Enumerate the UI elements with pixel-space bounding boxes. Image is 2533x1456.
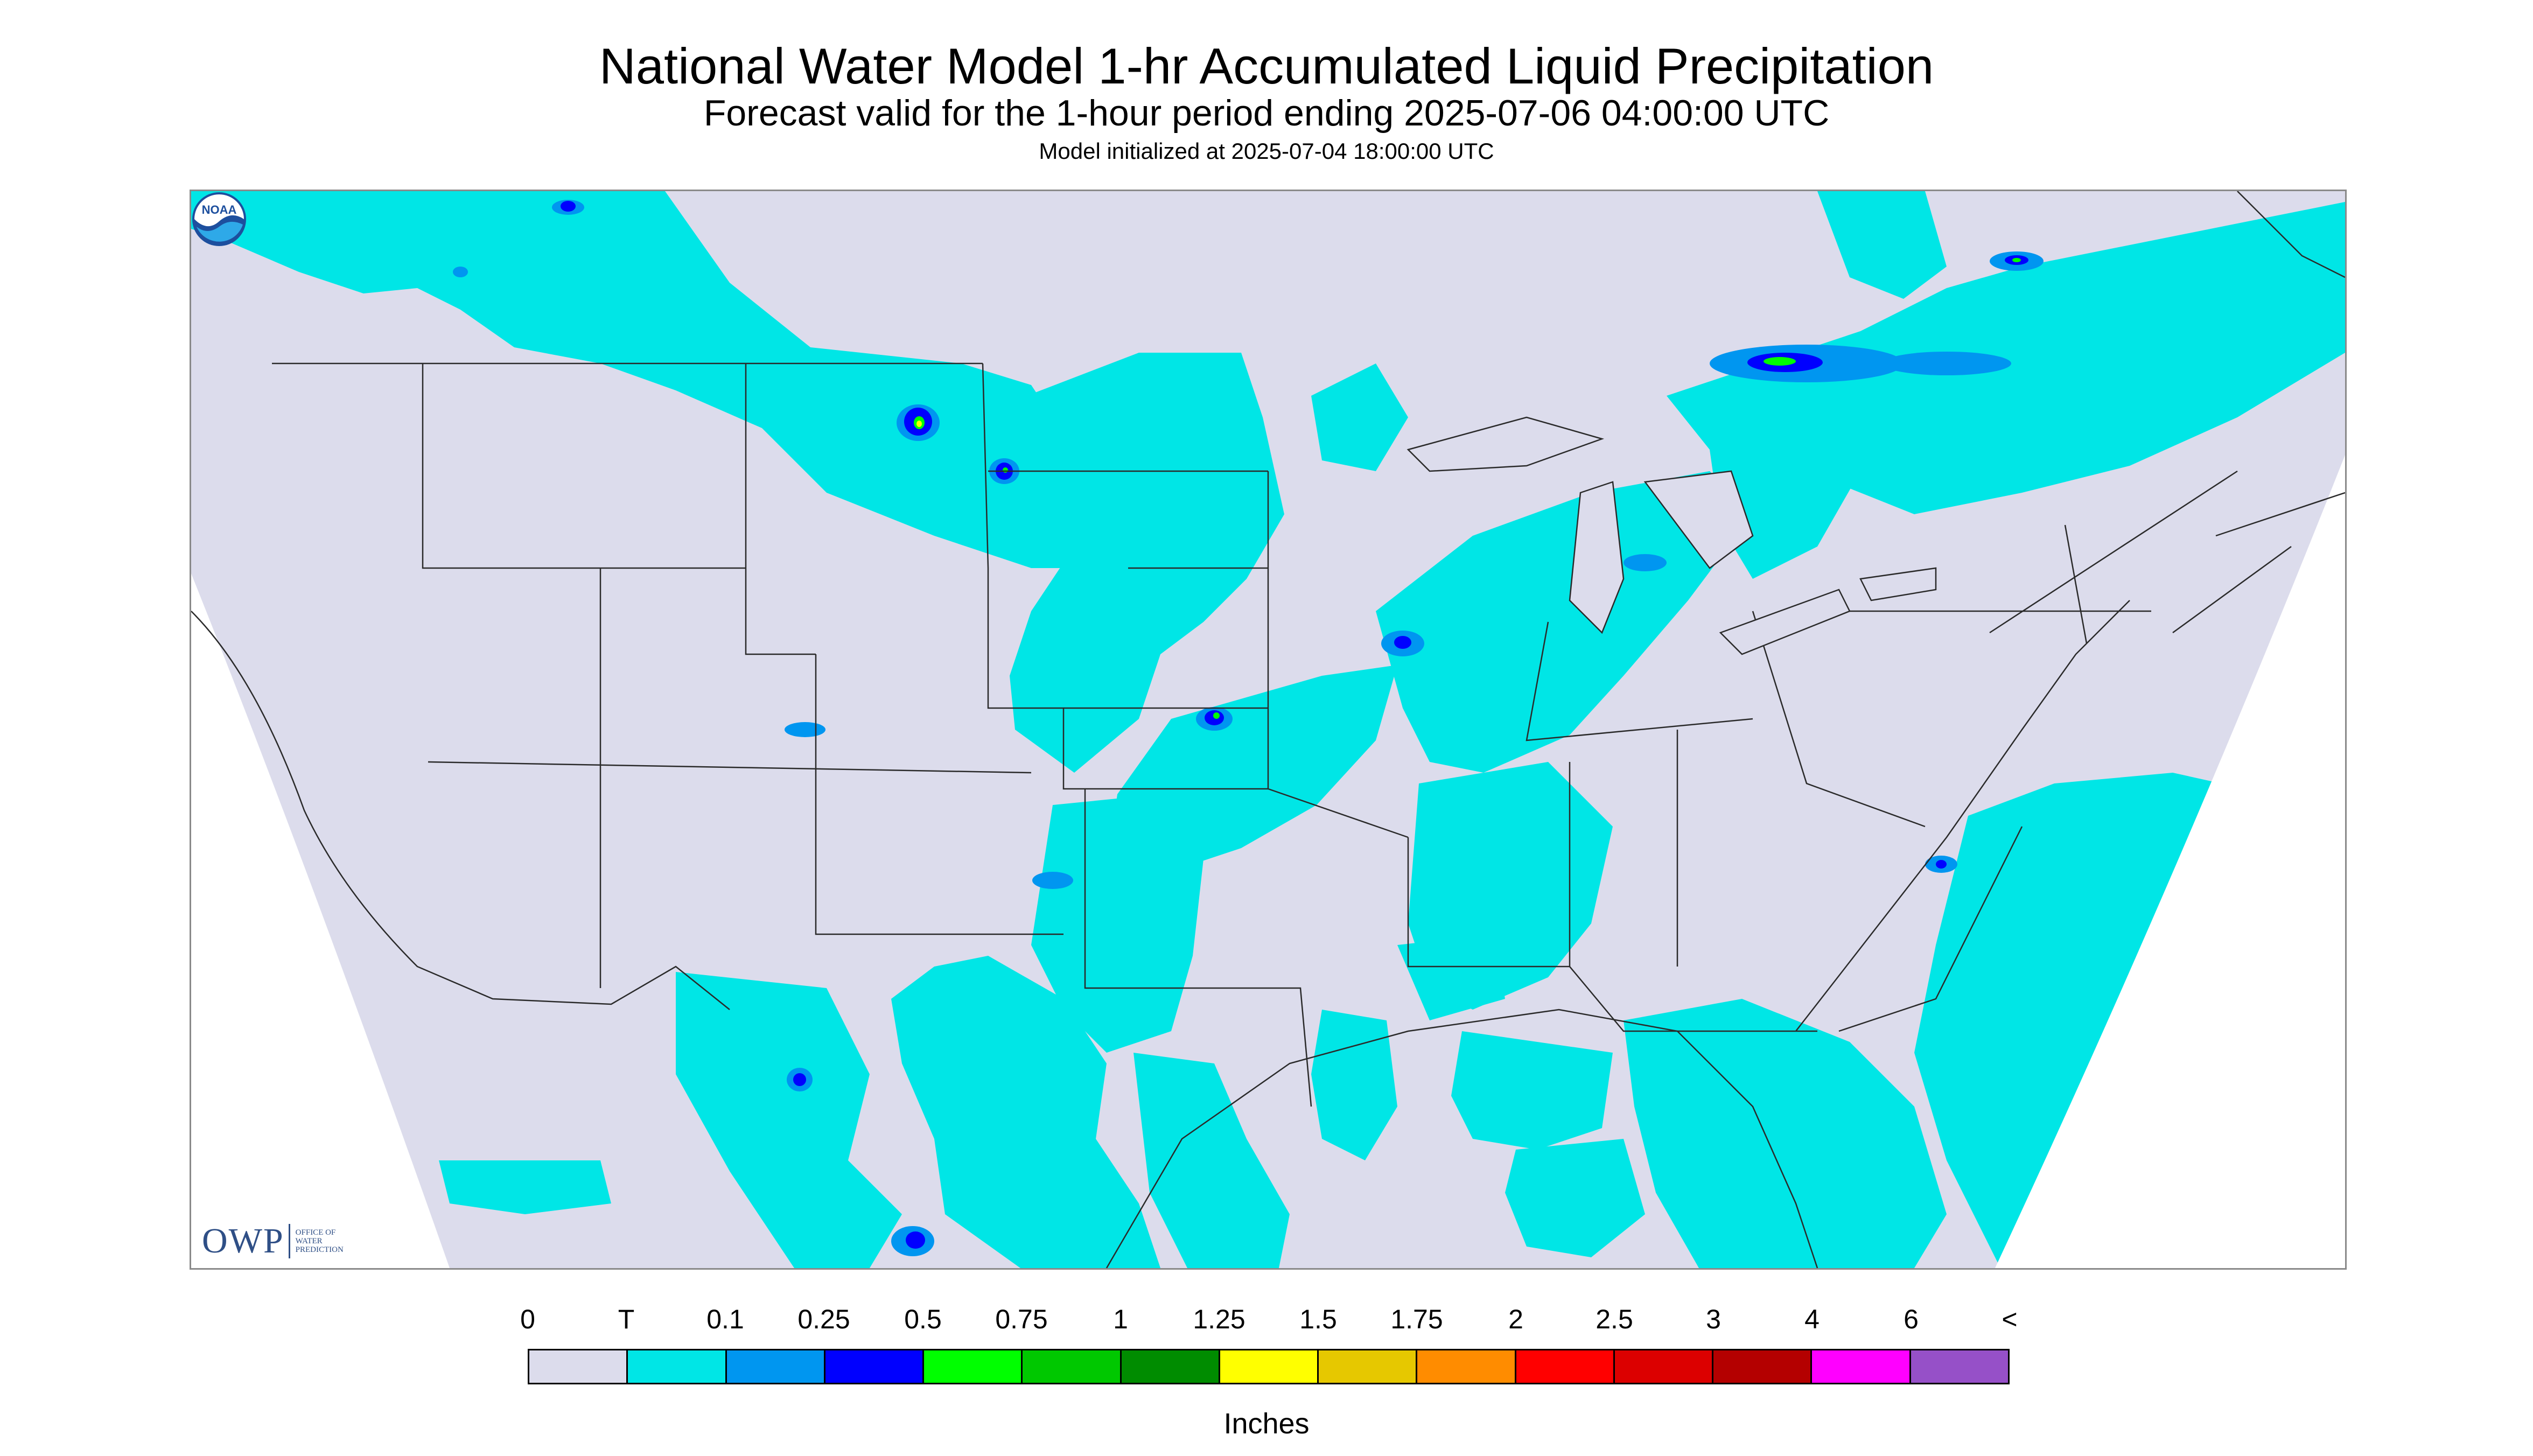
legend-label: 0.1: [706, 1304, 744, 1334]
legend-color-bar: [528, 1349, 2010, 1384]
model-init-line: Model initialized at 2025-07-04 18:00:00…: [1039, 138, 1494, 164]
legend-color-swatch: [825, 1350, 925, 1383]
legend-label: 2: [1508, 1304, 1523, 1334]
legend-units: Inches: [1223, 1408, 1310, 1440]
legend-color-swatch: [924, 1350, 1023, 1383]
legend-color-swatch: [1319, 1350, 1418, 1383]
legend-label: 0: [520, 1304, 535, 1334]
atlantic-coastline: [1795, 600, 2130, 1032]
legend-color-swatch: [1812, 1350, 1911, 1383]
legend-label: 1: [1113, 1304, 1128, 1334]
legend-label: 1.25: [1193, 1304, 1245, 1334]
legend-label: 1.75: [1390, 1304, 1443, 1334]
legend-color-swatch: [726, 1350, 825, 1383]
precipitation-map: OWP OFFICE OF WATER PREDICTION NOAA: [190, 190, 2347, 1270]
map-canvas: [191, 191, 2345, 1268]
legend-label: 1.5: [1299, 1304, 1337, 1334]
legend-label: 0.25: [797, 1304, 850, 1334]
legend-color-swatch: [1220, 1350, 1319, 1383]
gulf-coastline: [1105, 1009, 1818, 1268]
legend-labels: 0 T 0.1 0.25 0.5 0.75 1 1.25 1.5 1.75 2 …: [0, 1303, 2533, 1341]
legend-color-swatch: [1023, 1350, 1122, 1383]
legend-label: <: [2002, 1304, 2018, 1334]
legend-label: 4: [1804, 1304, 1820, 1334]
legend-color-swatch: [1614, 1350, 1714, 1383]
legend-label: 0.5: [904, 1304, 942, 1334]
legend-color-swatch: [1516, 1350, 1615, 1383]
great-lakes: [1407, 416, 1937, 655]
svg-text:NOAA: NOAA: [202, 203, 237, 216]
legend-label: 6: [1904, 1304, 1919, 1334]
legend-color-swatch: [529, 1350, 628, 1383]
legend-color-swatch: [1713, 1350, 1813, 1383]
noaa-logo: NOAA: [192, 192, 246, 246]
legend-label: 2.5: [1596, 1304, 1633, 1334]
boundaries: [191, 191, 2345, 1107]
legend-label: 0.75: [995, 1304, 1048, 1334]
legend-label: 3: [1706, 1304, 1721, 1334]
yellow-precip-core: [916, 421, 922, 427]
legend-color-swatch: [628, 1350, 727, 1383]
legend-color-swatch: [1417, 1350, 1516, 1383]
legend-label: T: [618, 1304, 635, 1334]
owp-logo: OWP OFFICE OF WATER PREDICTION: [202, 1221, 344, 1261]
legend-color-swatch: [1121, 1350, 1220, 1383]
legend-color-swatch: [1911, 1350, 2008, 1383]
forecast-valid-subtitle: Forecast valid for the 1-hour period end…: [703, 93, 1830, 134]
map-title: National Water Model 1-hr Accumulated Li…: [599, 38, 1934, 94]
